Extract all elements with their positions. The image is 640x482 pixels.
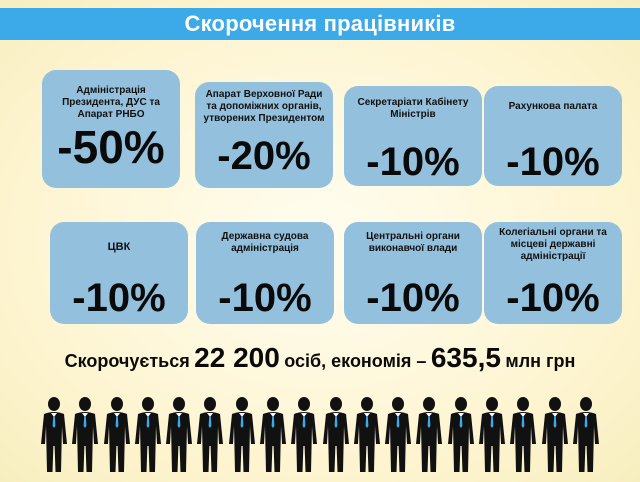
card-label: Рахункова палата — [508, 101, 598, 112]
person-in-suit-icon — [259, 397, 286, 472]
card-cec: ЦВК -10% — [50, 222, 188, 324]
person-in-suit-icon — [134, 397, 161, 472]
card-state-judicial-administration: Державна судова адміністрація -10% — [196, 222, 334, 324]
person-in-suit-icon — [41, 397, 67, 472]
summary-prefix: Скорочується — [64, 351, 190, 371]
card-central-executive-bodies: Центральні органи виконавчої влади -10% — [344, 222, 482, 324]
summary-middle: осіб, економія – — [284, 351, 427, 371]
title-banner: Скорочення працівників — [0, 8, 640, 40]
person-in-suit-icon — [103, 397, 130, 472]
summary-suffix: млн грн — [505, 351, 576, 371]
card-value: -20% — [217, 134, 311, 178]
card-label: ЦВК — [107, 241, 131, 253]
card-value: -10% — [72, 276, 166, 320]
card-value: -10% — [218, 276, 312, 320]
page-title: Скорочення працівників — [184, 11, 456, 36]
person-in-suit-icon — [197, 397, 224, 472]
person-in-suit-icon — [228, 397, 255, 472]
person-in-suit-icon — [72, 397, 99, 472]
person-in-suit-icon — [510, 397, 537, 472]
card-label: Державна судова адміністрація — [221, 231, 309, 254]
person-in-suit-icon — [353, 397, 380, 472]
person-in-suit-icon — [541, 397, 568, 472]
card-value: -10% — [366, 140, 460, 184]
card-label: Адміністрація Президента, ДУС та Апарат … — [62, 85, 160, 120]
person-in-suit-icon — [385, 397, 412, 472]
person-in-suit-icon — [416, 397, 443, 472]
summary-line: Скорочується 22 200 осіб, економія – 635… — [0, 342, 640, 374]
summary-amount: 635,5 — [430, 342, 501, 373]
person-in-suit-icon — [322, 397, 349, 472]
card-accounting-chamber: Рахункова палата -10% — [484, 86, 622, 186]
card-label: Центральні органи виконавчої влади — [366, 231, 460, 254]
card-presidential-administration: Адміністрація Президента, ДУС та Апарат … — [42, 70, 180, 188]
card-value: -10% — [506, 276, 600, 320]
card-value: -10% — [366, 276, 460, 320]
card-label: Апарат Верховної Ради та допоміжних орга… — [203, 89, 325, 124]
person-in-suit-icon — [447, 397, 474, 472]
person-in-suit-icon — [478, 397, 505, 472]
card-label: Колегіальні органи та місцеві державні а… — [499, 227, 607, 262]
person-in-suit-icon — [291, 397, 318, 472]
person-in-suit-icon — [166, 397, 193, 472]
person-in-suit-icon — [572, 397, 599, 472]
card-value: -50% — [57, 121, 165, 173]
card-value: -10% — [506, 140, 600, 184]
people-row — [40, 396, 600, 474]
card-collegial-and-local-administrations: Колегіальні органи та місцеві державні а… — [484, 222, 622, 324]
card-cabinet-secretariat: Секретаріати Кабінету Міністрів -10% — [344, 86, 482, 186]
summary-count: 22 200 — [194, 342, 280, 373]
card-verkhovna-rada-apparatus: Апарат Верховної Ради та допоміжних орга… — [195, 82, 333, 188]
card-label: Секретаріати Кабінету Міністрів — [357, 97, 469, 120]
